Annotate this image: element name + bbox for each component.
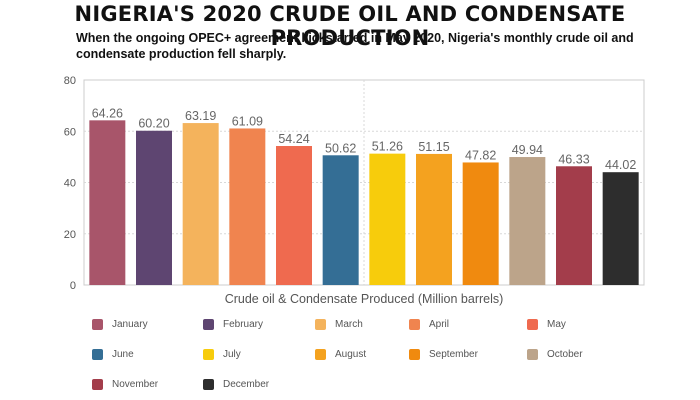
y-tick-label: 40 bbox=[64, 178, 76, 190]
bar bbox=[136, 130, 172, 285]
chart-title: NIGERIA'S 2020 CRUDE OIL AND CONDENSATE … bbox=[74, 2, 626, 50]
data-label: 61.09 bbox=[232, 114, 263, 128]
x-axis-label: Crude oil & Condensate Produced (Million… bbox=[225, 292, 504, 306]
data-label: 54.24 bbox=[278, 132, 309, 146]
y-tick-label: 20 bbox=[64, 229, 76, 241]
data-label: 49.94 bbox=[512, 143, 543, 157]
y-tick-label: 0 bbox=[70, 280, 76, 292]
data-label: 44.02 bbox=[605, 158, 636, 172]
data-label: 50.62 bbox=[325, 141, 356, 155]
bar bbox=[462, 162, 499, 285]
bar bbox=[182, 123, 219, 285]
bar bbox=[509, 157, 546, 285]
data-label: 60.20 bbox=[138, 117, 169, 131]
bar bbox=[556, 166, 592, 285]
data-label: 46.33 bbox=[558, 152, 589, 166]
bar bbox=[416, 153, 452, 285]
bar bbox=[602, 172, 639, 285]
data-label: 47.82 bbox=[465, 148, 496, 162]
chart-subtitle: When the ongoing OPEC+ agreement kicksta… bbox=[76, 31, 634, 61]
bar bbox=[322, 155, 359, 285]
data-label: 51.26 bbox=[372, 140, 403, 154]
bar bbox=[369, 153, 406, 285]
data-label: 63.19 bbox=[185, 109, 216, 123]
data-label: 51.15 bbox=[418, 140, 449, 154]
bar bbox=[89, 120, 126, 286]
y-tick-label: 80 bbox=[64, 75, 76, 87]
data-label: 64.26 bbox=[92, 106, 123, 120]
y-tick-label: 60 bbox=[64, 126, 76, 138]
bar bbox=[229, 128, 266, 285]
bar bbox=[276, 146, 312, 285]
